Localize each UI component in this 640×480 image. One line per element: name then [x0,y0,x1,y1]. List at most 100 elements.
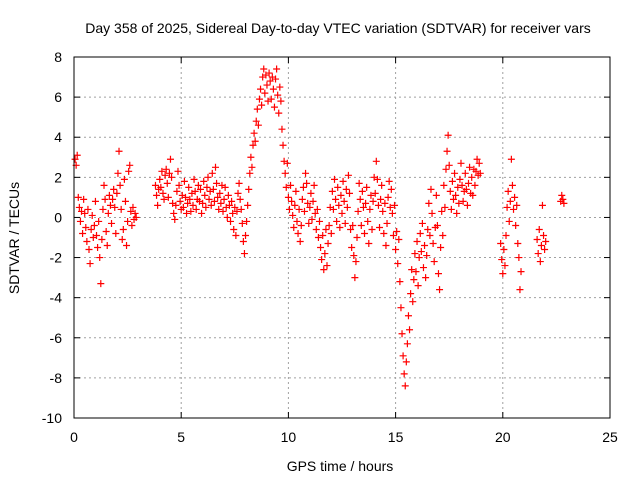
data-point [517,268,525,276]
data-point [175,181,183,189]
data-point [258,101,266,109]
data-point [127,207,135,215]
data-point [304,199,312,207]
data-points [71,65,568,390]
data-point [502,231,510,239]
data-point [93,231,101,239]
data-point [194,181,202,189]
data-point [358,187,366,195]
data-point [216,189,224,197]
data-point [322,225,330,233]
data-point [287,181,295,189]
data-point [198,209,206,217]
data-point [151,181,159,189]
data-point [418,219,426,227]
data-point [336,223,344,231]
data-point [464,179,472,187]
data-point [120,175,128,183]
data-point [321,250,329,258]
data-point [101,195,109,203]
data-point [456,175,464,183]
data-point [275,109,283,117]
data-point [538,201,546,209]
data-point [273,65,281,73]
data-point [269,85,277,93]
data-point [451,169,459,177]
data-point [202,203,210,211]
data-point [174,167,182,175]
data-point [535,225,543,233]
data-point [171,215,179,223]
data-point [409,298,417,306]
data-point [412,268,420,276]
data-point [104,209,112,217]
data-point [391,201,399,209]
data-point [417,248,425,256]
data-point [320,266,328,274]
data-point [158,167,166,175]
data-point [236,195,244,203]
data-point [475,159,483,167]
data-point [95,217,103,225]
data-point [213,179,221,187]
data-point [371,189,379,197]
data-point [108,219,116,227]
plot-frame [73,56,611,419]
data-point [253,105,261,113]
data-point [225,201,233,209]
data-point [94,244,102,252]
data-point [363,183,371,191]
data-point [117,205,125,213]
data-point [369,197,377,205]
data-point [382,242,390,250]
data-point [131,209,139,217]
data-point [378,181,386,189]
data-point [172,201,180,209]
data-point [402,358,410,366]
data-point [510,205,518,213]
data-point [246,169,254,177]
data-point [244,201,252,209]
data-point [335,201,343,209]
data-point [441,203,449,211]
data-point [252,117,260,125]
data-point [162,165,170,173]
data-point [466,163,474,171]
data-point [102,227,110,235]
data-point [430,258,438,266]
data-point [342,185,350,193]
data-point [300,207,308,215]
data-point [558,191,566,199]
data-point [124,217,132,225]
data-point [109,195,117,203]
data-point [267,95,275,103]
data-point [427,185,435,193]
data-point [309,197,317,205]
data-point [503,203,511,211]
data-point [365,240,373,248]
data-point [164,193,172,201]
data-point [189,201,197,209]
data-point [414,282,422,290]
data-point [156,175,164,183]
y-tick-label: 2 [54,169,62,185]
data-point [429,240,437,248]
data-point [296,238,304,246]
data-point [247,153,255,161]
data-point [410,276,418,284]
data-point [458,181,466,189]
data-point [461,169,469,177]
data-point [394,260,402,268]
data-point [161,171,169,179]
data-point [407,290,415,298]
data-point [294,229,302,237]
data-point [204,173,212,181]
data-point [295,205,303,213]
data-point [103,242,111,250]
data-point [176,197,184,205]
data-point [426,231,434,239]
data-point [377,195,385,203]
data-point [270,103,278,111]
grid-lines [74,57,610,418]
